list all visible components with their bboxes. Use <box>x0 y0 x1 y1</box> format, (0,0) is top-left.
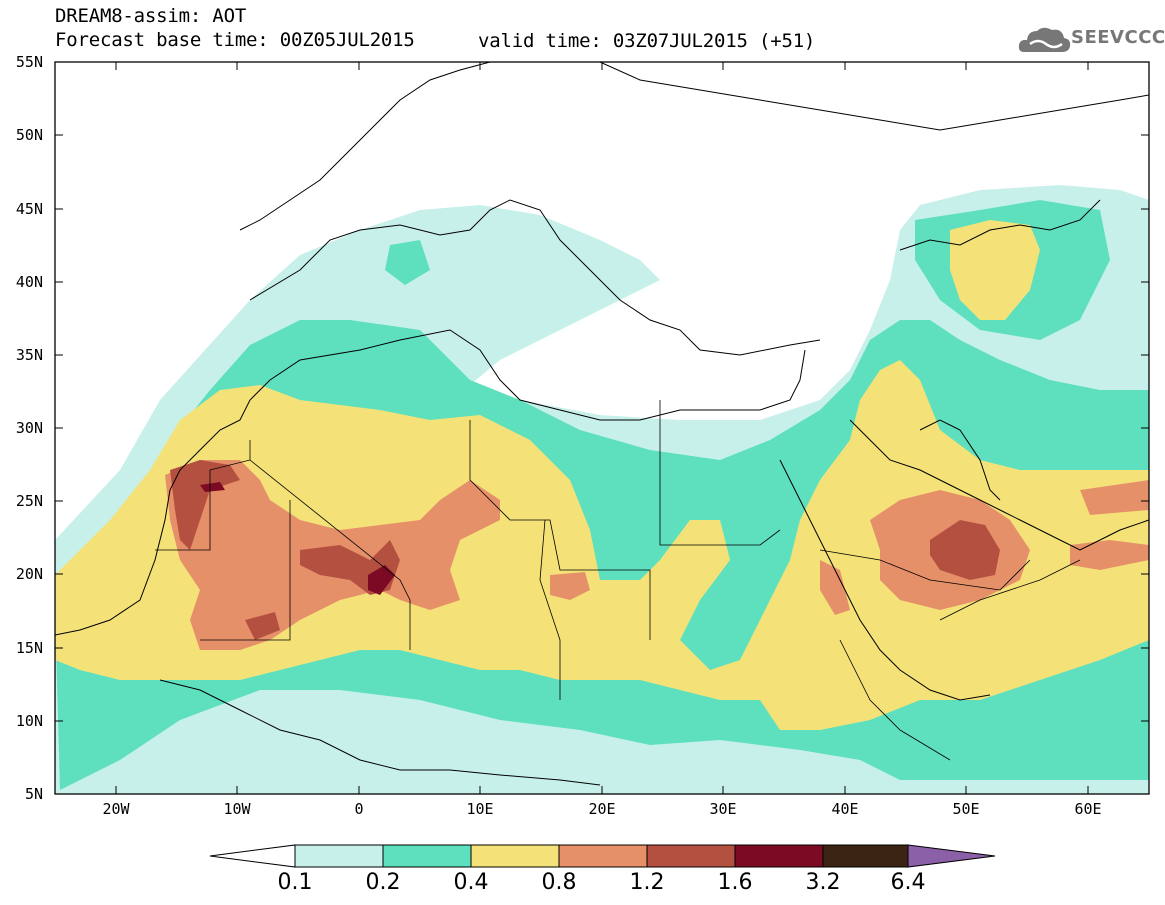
colorbar-label: 1.2 <box>629 870 665 895</box>
colorbar-bin <box>294 844 384 868</box>
aot-contours <box>55 62 1149 794</box>
lat-label: 20N <box>15 565 43 583</box>
logo-text: SEEVCCC <box>1071 27 1165 48</box>
colorbar-over-arrow <box>907 844 996 868</box>
colorbar-bin <box>646 844 736 868</box>
lon-label: 30E <box>709 800 737 818</box>
map-title: DREAM8-assim: AOT <box>55 5 247 27</box>
colorbar-bin <box>822 844 909 868</box>
lat-label: 40N <box>15 273 43 291</box>
colorbar-label: 0.1 <box>277 870 313 895</box>
colorbar-under-arrow <box>209 844 296 868</box>
country-borders <box>155 400 1081 761</box>
colorbar <box>209 844 996 868</box>
colorbar-label: 0.4 <box>453 870 489 895</box>
lon-label: 50E <box>952 800 980 818</box>
colorbar-label: 0.8 <box>541 870 577 895</box>
lat-label: 50N <box>15 126 43 144</box>
colorbar-bin <box>470 844 560 868</box>
lon-label: 10E <box>466 800 494 818</box>
lat-label: 10N <box>15 712 43 730</box>
lon-label: 60E <box>1074 800 1102 818</box>
lat-label: 15N <box>15 639 43 657</box>
valid-time: valid time: 03Z07JUL2015 (+51) <box>478 30 816 52</box>
lat-label: 45N <box>15 200 43 218</box>
lat-label: 35N <box>15 346 43 364</box>
colorbar-bin <box>734 844 824 868</box>
lon-label: 0 <box>354 800 364 818</box>
colorbar-bin <box>558 844 648 868</box>
colorbar-label: 3.2 <box>805 870 841 895</box>
colorbar-bin <box>382 844 472 868</box>
lat-label: 25N <box>15 492 43 510</box>
colorbar-label: 1.6 <box>717 870 753 895</box>
lon-label: 20E <box>588 800 616 818</box>
lat-label: 5N <box>24 785 43 803</box>
cloud-icon <box>1018 27 1071 52</box>
lat-label: 55N <box>15 53 43 71</box>
forecast-base-time: Forecast base time: 00Z05JUL2015 <box>55 29 415 51</box>
colorbar-label: 6.4 <box>890 870 926 895</box>
lon-label: 40E <box>831 800 859 818</box>
lat-label: 30N <box>15 419 43 437</box>
axis-ticks <box>55 61 1149 795</box>
lon-label: 20W <box>102 800 130 818</box>
coastlines <box>55 62 1149 786</box>
lon-label: 10W <box>223 800 251 818</box>
colorbar-label: 0.2 <box>365 870 401 895</box>
